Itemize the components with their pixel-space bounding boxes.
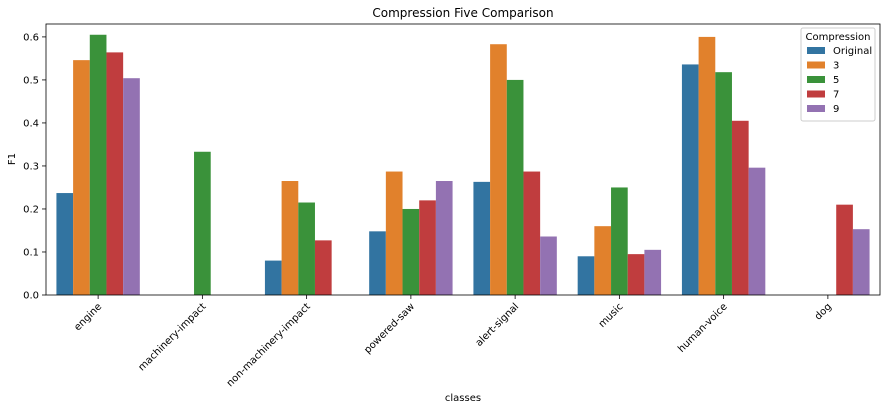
bar-engine-7 [106, 52, 124, 296]
bar-engine-5 [89, 34, 107, 295]
bar-alert-signal-3 [490, 44, 507, 295]
x-tick-label-dog: dog [813, 301, 834, 322]
bar-music-9 [644, 249, 662, 295]
bar-powered-saw-9 [435, 181, 453, 295]
bar-engine-Original [56, 193, 74, 295]
y-axis-title: F1 [7, 153, 18, 165]
bar-human-voice-7 [731, 120, 749, 296]
x-tick-label-machinery-impact: machinery-impact [136, 301, 208, 373]
legend: Compression Original 3 5 7 9 [800, 27, 876, 122]
legend-label-3: 3 [833, 61, 839, 72]
bar-music-Original [577, 256, 595, 295]
bar-powered-saw-5 [402, 208, 420, 295]
bar-alert-signal-Original [473, 181, 491, 295]
y-tick-label: 0.2 [23, 204, 39, 215]
legend-swatch-7 [807, 90, 825, 98]
bar-human-voice-3 [698, 36, 716, 296]
bar-machinery-impact-5 [194, 151, 211, 295]
y-axis: 0.0 0.1 0.2 0.3 0.4 0.5 0.6 [23, 32, 46, 302]
y-tick-label: 0.3 [23, 161, 39, 172]
bar-powered-saw-7 [419, 200, 436, 295]
bar-powered-saw-3 [385, 171, 403, 295]
bar-alert-signal-5 [506, 79, 524, 296]
bar-non-machinery-impact-Original [264, 260, 282, 295]
y-tick-label: 0.4 [23, 118, 39, 129]
chart-title: Compression Five Comparison [372, 6, 553, 20]
legend-swatch-9 [807, 105, 825, 112]
bar-alert-signal-9 [540, 236, 557, 295]
x-tick-label-powered-saw: powered-saw [362, 301, 417, 356]
y-tick-label: 0.1 [23, 247, 39, 258]
x-tick-label-music: music [597, 301, 626, 330]
x-tick-label-human-voice: human-voice [676, 301, 730, 355]
legend-label-Original: Original [833, 46, 872, 57]
bar-non-machinery-impact-3 [281, 181, 299, 295]
bar-human-voice-9 [748, 167, 766, 295]
legend-swatch-Original [807, 47, 825, 54]
x-axis: engine machinery-impact non-machinery-impa… [72, 295, 834, 389]
legend-title: Compression [806, 32, 871, 43]
bar-dog-9 [852, 229, 870, 295]
x-tick-label-non-machinery-impact: non-machinery-impact [225, 301, 313, 389]
plot-frame [45, 23, 881, 296]
legend-label-7: 7 [833, 90, 839, 101]
bar-engine-9 [123, 78, 140, 295]
y-tick-label: 0.6 [23, 32, 39, 43]
bar-music-7 [627, 254, 645, 295]
bars-group [56, 34, 870, 296]
legend-swatch-5 [807, 76, 825, 83]
bar-non-machinery-impact-7 [314, 240, 332, 295]
x-axis-title: classes [445, 393, 481, 404]
x-tick-label-alert-signal: alert-signal [474, 301, 522, 349]
y-tick-label: 0.0 [23, 291, 39, 302]
x-tick-label-engine: engine [72, 301, 104, 333]
bar-human-voice-5 [715, 72, 732, 295]
legend-label-9: 9 [833, 104, 839, 115]
legend-swatch-3 [807, 61, 825, 69]
y-tick-label: 0.5 [23, 75, 39, 86]
bar-human-voice-Original [681, 64, 699, 295]
bar-non-machinery-impact-5 [298, 202, 315, 295]
bar-powered-saw-Original [369, 231, 386, 295]
bar-music-5 [611, 187, 628, 295]
bar-alert-signal-7 [523, 171, 541, 295]
legend-label-5: 5 [833, 75, 839, 86]
bar-music-3 [594, 226, 612, 295]
bar-engine-3 [73, 60, 90, 296]
bar-dog-7 [836, 204, 853, 295]
